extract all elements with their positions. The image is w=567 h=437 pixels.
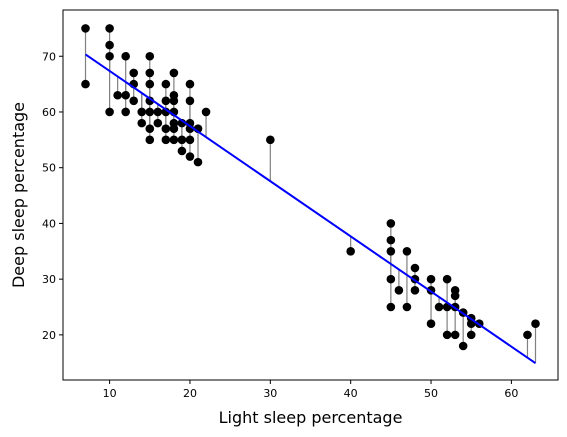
data-point xyxy=(386,246,396,256)
data-point xyxy=(394,285,404,295)
data-point xyxy=(346,246,355,256)
data-point xyxy=(145,124,155,133)
data-point xyxy=(113,90,122,100)
data-point xyxy=(177,135,187,145)
data-point xyxy=(121,107,130,117)
data-point xyxy=(161,79,171,89)
data-point xyxy=(185,135,195,145)
data-point xyxy=(193,157,203,167)
x-tick-label: 10 xyxy=(103,387,117,400)
data-point xyxy=(105,40,114,50)
data-point xyxy=(458,341,468,351)
data-point xyxy=(531,319,540,329)
data-point xyxy=(129,68,139,78)
y-tick-label: 20 xyxy=(42,329,56,342)
plot-frame xyxy=(62,9,559,381)
data-point xyxy=(402,246,412,256)
data-point xyxy=(105,107,114,117)
x-tick-label: 40 xyxy=(344,387,358,400)
x-tick-label: 60 xyxy=(504,387,518,400)
data-point xyxy=(185,79,195,89)
data-point xyxy=(145,96,155,106)
data-point xyxy=(426,319,436,329)
data-point xyxy=(121,51,130,61)
data-point xyxy=(442,274,452,284)
data-point xyxy=(169,96,179,106)
data-point xyxy=(266,135,275,145)
x-axis-label: Light sleep percentage xyxy=(219,408,403,427)
data-point xyxy=(161,96,171,106)
data-point xyxy=(185,152,195,161)
data-point xyxy=(410,285,420,295)
x-tick-label: 50 xyxy=(424,387,438,400)
regression-line-group xyxy=(84,53,537,365)
data-point xyxy=(145,51,155,61)
data-point xyxy=(145,107,155,117)
data-point xyxy=(185,96,195,106)
data-point xyxy=(145,135,155,145)
y-tick-label: 50 xyxy=(42,162,56,175)
y-tick-label: 60 xyxy=(42,106,56,119)
data-point xyxy=(523,330,532,340)
data-point xyxy=(161,124,171,133)
data-point xyxy=(153,118,163,128)
data-point xyxy=(137,107,147,117)
data-point xyxy=(434,302,444,312)
data-point xyxy=(137,118,147,128)
data-point xyxy=(81,24,90,33)
data-point xyxy=(442,330,452,340)
data-point xyxy=(145,79,155,89)
data-point xyxy=(121,90,130,100)
y-axis-ticks: 20 30 40 50 60 70 xyxy=(42,50,63,342)
y-tick-label: 40 xyxy=(42,217,56,230)
data-point xyxy=(466,330,476,340)
x-tick-label: 20 xyxy=(183,387,197,400)
y-tick-label: 70 xyxy=(42,50,56,63)
data-point xyxy=(153,107,163,117)
data-point xyxy=(161,135,171,145)
data-point xyxy=(450,330,460,340)
regression-line xyxy=(84,53,537,365)
data-point xyxy=(426,274,436,284)
data-point xyxy=(169,135,179,145)
data-point xyxy=(105,51,114,61)
y-axis-label: Deep sleep percentage xyxy=(9,102,28,288)
data-point xyxy=(386,274,396,284)
data-point xyxy=(386,219,396,228)
data-point xyxy=(450,291,460,301)
data-point xyxy=(402,302,412,312)
data-point xyxy=(145,68,155,78)
x-tick-label: 30 xyxy=(263,387,277,400)
data-point xyxy=(169,124,179,133)
y-tick-label: 30 xyxy=(42,273,56,286)
data-point xyxy=(169,68,179,78)
data-point xyxy=(386,302,396,312)
data-point xyxy=(81,79,90,89)
data-point xyxy=(201,107,211,117)
data-points xyxy=(81,24,540,351)
data-point xyxy=(386,235,396,245)
data-point xyxy=(105,24,114,33)
residual-lines xyxy=(84,28,537,364)
data-point xyxy=(410,263,420,273)
x-axis-ticks: 10 20 30 40 50 60 xyxy=(103,380,518,400)
data-point xyxy=(177,146,187,156)
data-point xyxy=(129,96,139,106)
